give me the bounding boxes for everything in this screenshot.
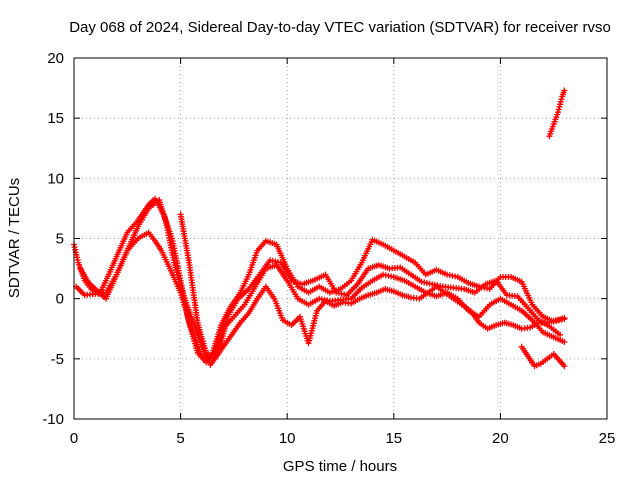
y-tick-label: 10: [47, 170, 64, 187]
series-line: [74, 231, 566, 360]
data-point-plus: [555, 109, 561, 116]
y-tick-label: 5: [56, 231, 64, 248]
x-tick-label: 0: [70, 430, 78, 447]
series-track-d: [177, 211, 568, 362]
series-track-b: [77, 197, 564, 368]
series-track-c: [73, 229, 568, 362]
tick-layer: 0 5 10 15 20 25 -10 -5 0 5 10 15 20: [42, 50, 615, 447]
data-point-plus: [561, 87, 568, 94]
chart-title: Day 068 of 2024, Sidereal Day-to-day VTE…: [69, 19, 611, 36]
x-tick-label: 20: [492, 430, 509, 447]
y-axis-label: SDTVAR / TECUs: [6, 178, 23, 298]
x-tick-label: 10: [279, 430, 296, 447]
y-tick-label: 20: [47, 50, 64, 67]
y-tick-label: -10: [42, 411, 64, 428]
data-layer: [71, 87, 568, 370]
y-tick-label: -5: [51, 351, 64, 368]
data-point-plus: [557, 331, 564, 338]
data-point-plus: [561, 339, 568, 345]
series-track-e: [518, 343, 568, 370]
x-axis-label: GPS time / hours: [283, 458, 397, 475]
y-tick-label: 0: [56, 291, 64, 308]
x-tick-label: 25: [599, 430, 616, 447]
data-point-plus: [333, 289, 340, 296]
data-point-plus: [561, 363, 568, 370]
series-line: [179, 213, 566, 360]
series-track-f: [546, 87, 568, 140]
x-tick-label: 15: [385, 430, 402, 447]
x-tick-label: 5: [176, 430, 184, 447]
y-tick-label: 15: [47, 110, 64, 127]
data-point-plus: [561, 314, 568, 321]
